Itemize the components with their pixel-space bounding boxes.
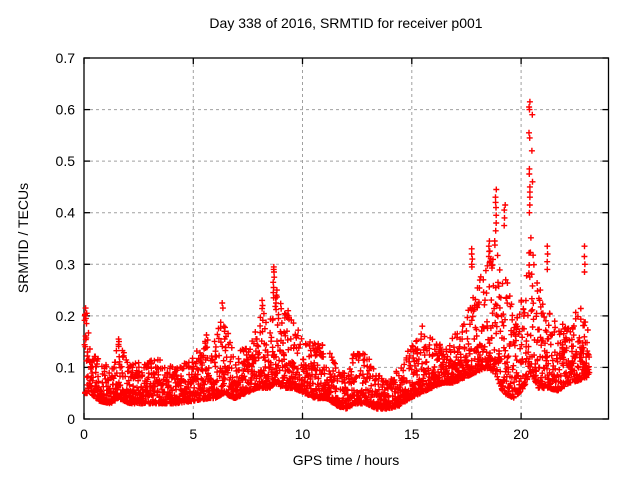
x-tick-label: 15 bbox=[404, 426, 420, 442]
scatter-points-path bbox=[81, 98, 593, 412]
x-tick-label: 20 bbox=[513, 426, 529, 442]
tick-labels: 0 5 10 15 20 0 0.1 0.2 0.3 0.4 0.5 0.6 0.7 bbox=[56, 50, 530, 442]
y-axis-label: SRMTID / TECUs bbox=[15, 183, 31, 293]
plot-border bbox=[83, 57, 610, 420]
x-tick-label: 10 bbox=[295, 426, 311, 442]
chart-title: Day 338 of 2016, SRMTID for receiver p00… bbox=[209, 15, 482, 31]
x-tick-label: 5 bbox=[189, 426, 197, 442]
y-tick-label: 0.4 bbox=[56, 205, 76, 221]
y-tick-label: 0.2 bbox=[56, 308, 76, 324]
y-tick-label: 0.1 bbox=[56, 359, 76, 375]
x-axis-label: GPS time / hours bbox=[293, 452, 400, 468]
y-tick-label: 0.3 bbox=[56, 256, 76, 272]
x-tick-label: 0 bbox=[80, 426, 88, 442]
y-tick-label: 0.7 bbox=[56, 50, 76, 66]
data-points bbox=[81, 98, 593, 412]
y-tick-label: 0.6 bbox=[56, 102, 76, 118]
y-tick-label: 0.5 bbox=[56, 153, 76, 169]
y-tick-label: 0 bbox=[67, 411, 75, 427]
